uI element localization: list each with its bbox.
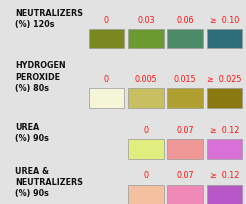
FancyBboxPatch shape <box>128 89 164 108</box>
Text: ≥  0.10: ≥ 0.10 <box>210 16 239 24</box>
Text: ≥  0.12: ≥ 0.12 <box>210 126 239 135</box>
FancyBboxPatch shape <box>207 185 242 204</box>
FancyBboxPatch shape <box>207 89 242 108</box>
Text: UREA
(%) 90s: UREA (%) 90s <box>15 122 49 142</box>
FancyBboxPatch shape <box>167 140 203 159</box>
FancyBboxPatch shape <box>207 140 242 159</box>
Text: UREA &
NEUTRALIZERS
(%) 90s: UREA & NEUTRALIZERS (%) 90s <box>15 166 83 197</box>
Text: 0: 0 <box>104 16 109 24</box>
Text: 0: 0 <box>143 126 148 135</box>
Text: 0.03: 0.03 <box>137 16 154 24</box>
Text: ≥  0.12: ≥ 0.12 <box>210 171 239 180</box>
FancyBboxPatch shape <box>89 30 124 49</box>
FancyBboxPatch shape <box>167 185 203 204</box>
Text: NEUTRALIZERS
(%) 120s: NEUTRALIZERS (%) 120s <box>15 9 83 29</box>
Text: ≥  0.025: ≥ 0.025 <box>207 75 242 84</box>
FancyBboxPatch shape <box>89 89 124 108</box>
FancyBboxPatch shape <box>207 30 242 49</box>
Text: 0.07: 0.07 <box>176 171 194 180</box>
Text: 0: 0 <box>104 75 109 84</box>
FancyBboxPatch shape <box>128 140 164 159</box>
Text: 0: 0 <box>143 171 148 180</box>
FancyBboxPatch shape <box>167 30 203 49</box>
FancyBboxPatch shape <box>128 185 164 204</box>
Text: 0.015: 0.015 <box>174 75 196 84</box>
Text: 0.06: 0.06 <box>176 16 194 24</box>
Text: 0.07: 0.07 <box>176 126 194 135</box>
Text: 0.005: 0.005 <box>135 75 157 84</box>
FancyBboxPatch shape <box>167 89 203 108</box>
FancyBboxPatch shape <box>128 30 164 49</box>
Text: HYDROGEN
PEROXIDE
(%) 80s: HYDROGEN PEROXIDE (%) 80s <box>15 61 65 92</box>
